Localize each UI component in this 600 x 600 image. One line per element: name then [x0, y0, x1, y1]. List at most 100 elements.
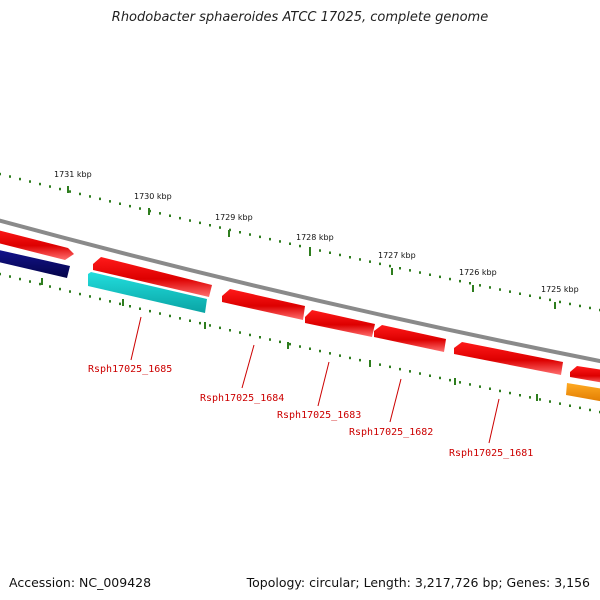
ruler-label-1731: 1731 kbp — [54, 170, 92, 179]
label-line-rsph17025-1683 — [317, 361, 330, 407]
ruler-major-tick — [41, 278, 43, 285]
ruler-dot — [0, 272, 1, 276]
ruler-dot — [509, 290, 511, 293]
ruler-dot — [419, 271, 421, 274]
ruler-dot — [189, 319, 191, 322]
ruler-dot — [269, 338, 271, 341]
ruler-dot — [159, 212, 161, 215]
gene-arrow-rsph17025-1681[interactable] — [454, 342, 563, 375]
ruler-dot — [229, 228, 231, 232]
gene-arrow-rsph17025-1683[interactable] — [305, 310, 375, 337]
ruler-dot — [179, 216, 181, 220]
ruler-dot — [49, 285, 51, 288]
ruler-dot — [409, 269, 411, 272]
ruler-dot — [479, 385, 481, 388]
gene-arrow-rsph17025-1684[interactable] — [222, 289, 305, 320]
ruler-dot — [169, 314, 171, 318]
ruler-dot — [349, 356, 351, 360]
label-line-rsph17025-1685 — [130, 316, 142, 361]
ruler-label-1726: 1726 kbp — [459, 268, 497, 277]
ruler-dot — [129, 204, 131, 208]
gene-label-rsph17025-1682: Rsph17025_1682 — [349, 427, 433, 438]
ruler-dot — [49, 185, 51, 188]
ruler-dot — [399, 267, 401, 270]
ruler-dot — [439, 275, 441, 279]
ruler-dot — [119, 202, 121, 205]
ruler-major-tick — [122, 299, 124, 306]
gene-label-rsph17025-1685: Rsph17025_1685 — [88, 364, 172, 375]
ruler-dot — [489, 387, 491, 390]
ruler-dot — [329, 251, 331, 254]
ruler-dot — [109, 300, 111, 303]
ruler-dot — [339, 253, 341, 257]
ruler-dot — [529, 294, 531, 297]
ruler-dot — [559, 300, 561, 304]
ruler-dot — [9, 175, 11, 178]
ruler-dot — [469, 282, 471, 285]
ruler-dot — [219, 326, 221, 330]
ruler-dot — [529, 396, 531, 399]
ruler-major-tick — [228, 230, 230, 237]
ruler-dot — [569, 404, 571, 407]
ruler-major-tick — [67, 186, 69, 193]
ruler-dot — [539, 398, 541, 401]
ruler-major-tick — [536, 394, 538, 401]
ruler-dot — [219, 226, 221, 229]
ruler-dot — [479, 284, 481, 287]
gene-arrow-rsph17025-1685[interactable] — [88, 272, 207, 313]
gene-label-rsph17025-1681: Rsph17025_1681 — [449, 448, 533, 459]
ruler-dot — [269, 237, 271, 241]
ruler-dot — [89, 195, 91, 198]
gene-arrow-red-upper[interactable] — [93, 257, 212, 297]
ruler-dot — [489, 286, 491, 289]
ruler-dot — [279, 240, 281, 243]
ruler-dot — [389, 264, 391, 268]
ruler-dot — [249, 233, 251, 236]
ruler-dot — [439, 376, 441, 380]
ruler-dot — [159, 312, 161, 315]
ruler-label-1725: 1725 kbp — [541, 285, 579, 294]
ruler-dot — [29, 180, 31, 183]
ruler-dot — [309, 347, 311, 350]
ruler-dot — [509, 391, 511, 395]
ruler-dot — [0, 172, 1, 176]
ruler-dot — [229, 329, 231, 332]
ruler-dot — [179, 317, 181, 320]
ruler-dot — [209, 324, 211, 327]
ruler-major-tick — [454, 378, 456, 385]
ruler-dot — [19, 177, 21, 181]
ruler-dot — [199, 221, 201, 225]
ruler-dot — [579, 304, 581, 308]
ruler-dot — [189, 219, 191, 222]
ruler-dot — [429, 374, 431, 377]
ruler-major-tick — [554, 302, 556, 309]
ruler-dot — [169, 214, 171, 217]
ruler-dot — [279, 340, 281, 344]
ruler-dot — [399, 367, 401, 371]
label-line-rsph17025-1684 — [241, 344, 255, 389]
ruler-dot — [589, 306, 591, 310]
ruler-dot — [299, 244, 301, 248]
ruler-dot — [519, 394, 521, 397]
ruler-dot — [379, 262, 381, 266]
ruler-major-tick — [148, 208, 150, 215]
ruler-dot — [149, 309, 151, 313]
ruler-dot — [119, 302, 121, 306]
gene-arrow-rsph17025-1682[interactable] — [374, 325, 446, 352]
gene-arrow-right-orange[interactable] — [566, 383, 600, 403]
ruler-label-1729: 1729 kbp — [215, 213, 253, 222]
ruler-dot — [339, 354, 341, 357]
ruler-dot — [319, 349, 321, 353]
ruler-major-tick — [309, 249, 311, 256]
ruler-dot — [29, 280, 31, 283]
gene-arrow-navy[interactable] — [0, 248, 70, 278]
ruler-dot — [109, 200, 111, 203]
ruler-dot — [259, 235, 261, 239]
gene-arrow-plus-red[interactable] — [0, 228, 74, 260]
gene-arrow-right-red[interactable] — [570, 366, 600, 384]
accession-text: Accession: NC_009428 — [9, 575, 152, 590]
ruler-dot — [379, 363, 381, 366]
ruler-dot — [69, 190, 71, 193]
label-line-rsph17025-1682 — [389, 378, 402, 423]
